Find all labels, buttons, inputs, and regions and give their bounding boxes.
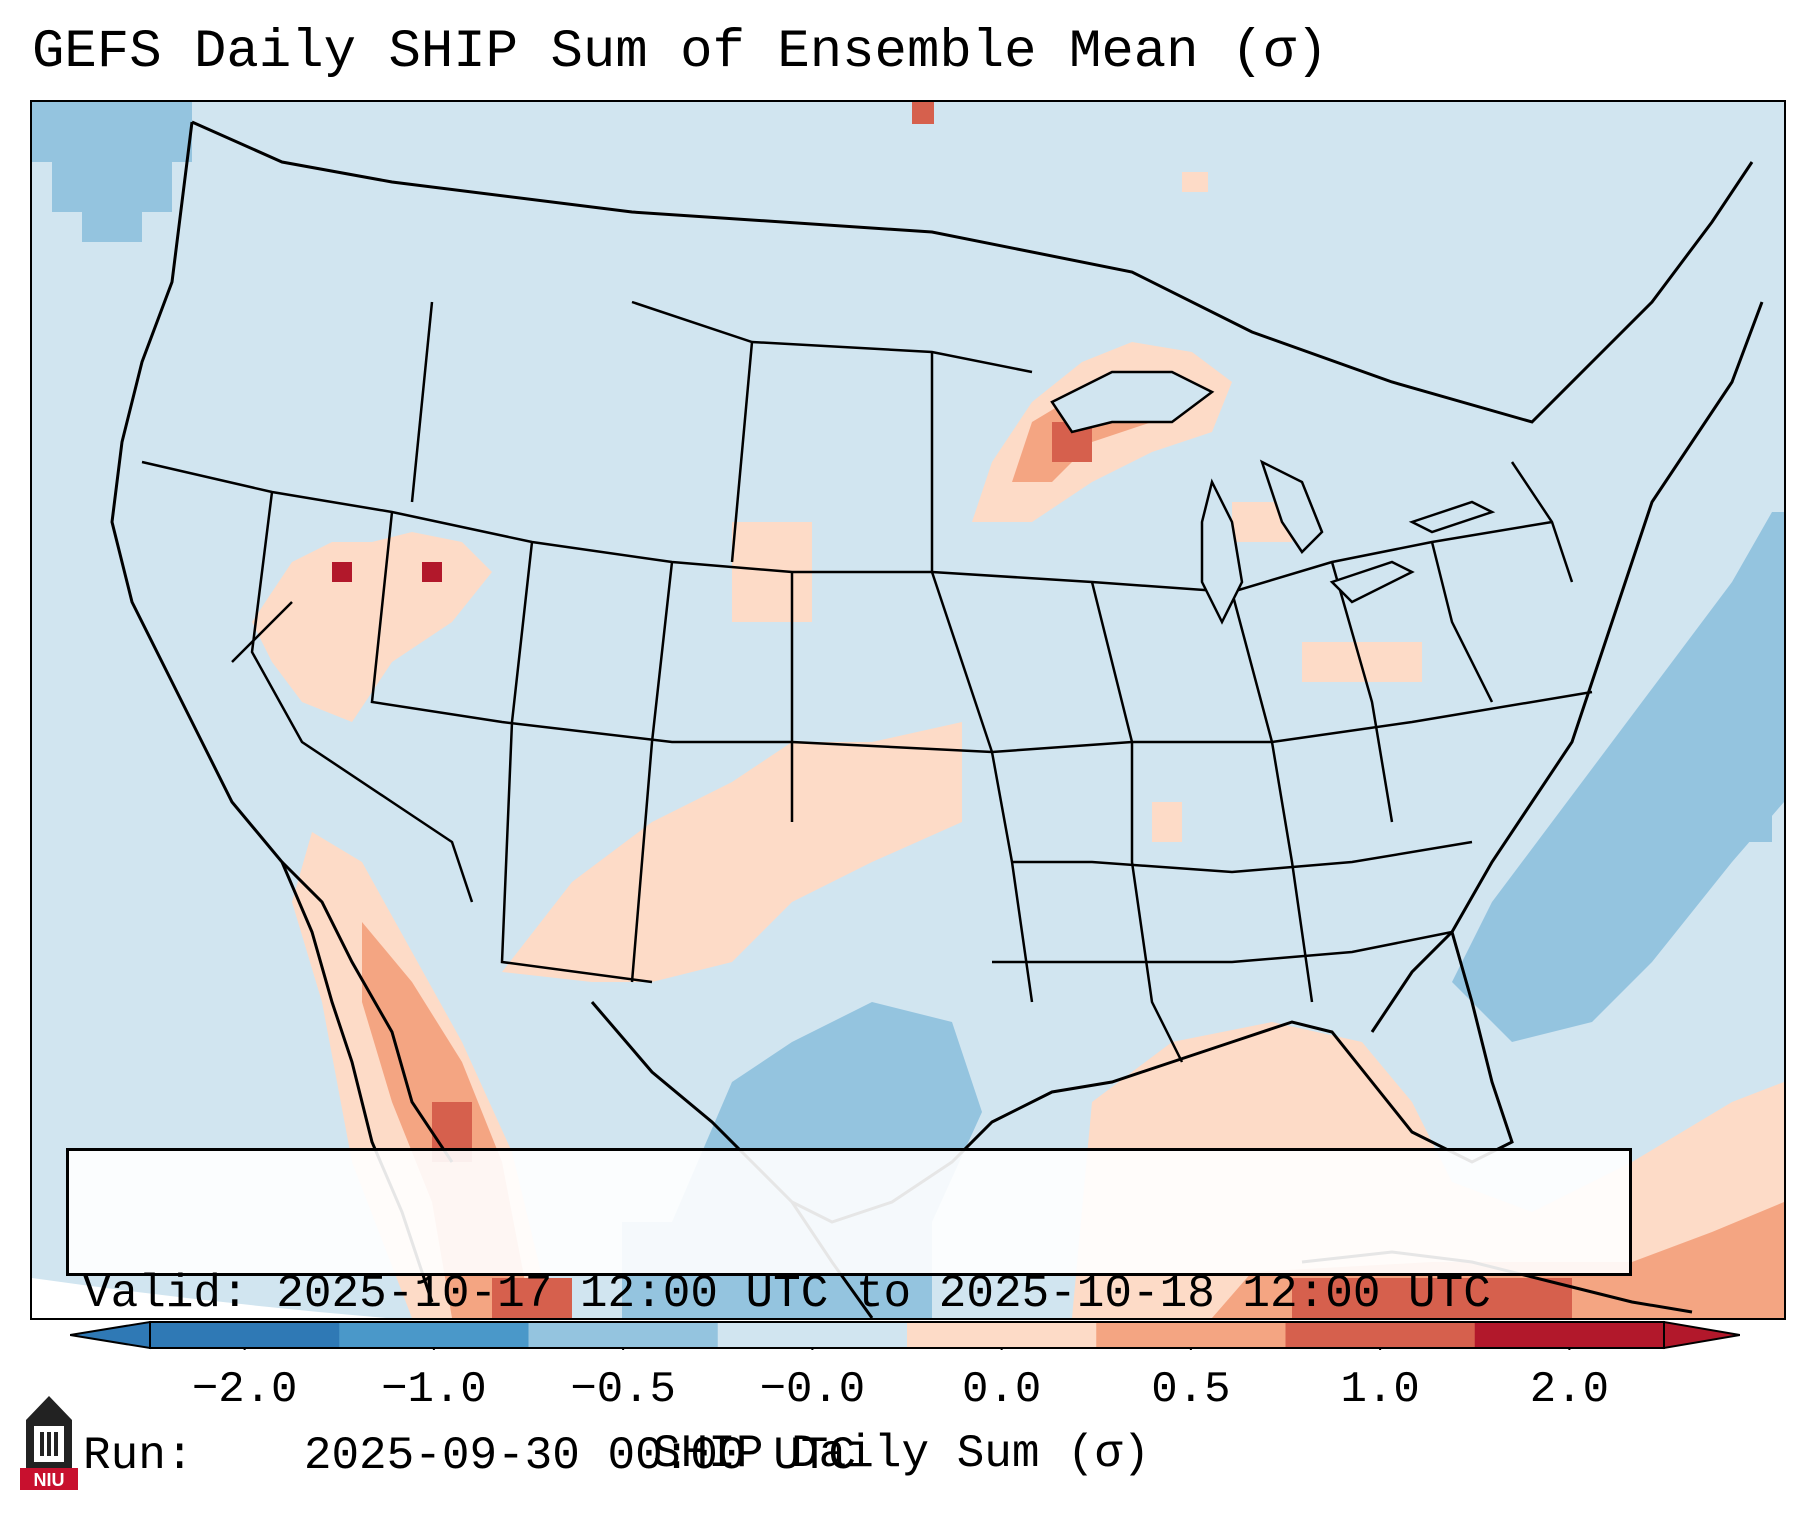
colorbar-tick-label: 1.0	[1340, 1365, 1420, 1415]
valid-info-box: Valid: 2025-10-17 12:00 UTC to 2025-10-1…	[66, 1148, 1632, 1482]
colorbar-extend-high	[1663, 1320, 1740, 1350]
run-row: Run: 2025-09-30 00:00 UTC	[83, 1429, 1615, 1483]
positive-anomaly-southwest	[502, 722, 962, 982]
colorbar-extend-low	[70, 1320, 151, 1350]
colorbar-tick-label: −0.0	[759, 1365, 866, 1415]
colorbar-segment	[907, 1322, 1097, 1348]
valid-value: 2025-10-17 12:00 UTC to 2025-10-18 12:00…	[276, 1268, 1491, 1320]
colorbar-segment	[1474, 1322, 1665, 1348]
anomaly-cell-canada	[912, 102, 934, 124]
colorbar-title: SHIP Daily Sum (σ)	[653, 1428, 1150, 1480]
colorbar-segment	[528, 1322, 719, 1348]
colorbar-tick-label: 0.0	[962, 1365, 1042, 1415]
colorbar-segment	[1096, 1322, 1286, 1348]
map-title: GEFS Daily SHIP Sum of Ensemble Mean (σ)	[32, 22, 1329, 83]
great-lakes	[1050, 370, 1496, 625]
niu-logo: NIU	[20, 1396, 78, 1490]
state-borders	[141, 300, 1593, 1063]
map-canvas	[32, 102, 1784, 1318]
colorbar-segments	[70, 1320, 1740, 1350]
valid-label: Valid:	[83, 1268, 249, 1320]
negative-anomaly-pacific	[32, 102, 192, 242]
map-panel[interactable]	[30, 100, 1786, 1320]
colorbar-segment	[150, 1322, 340, 1348]
colorbar-tick-label: 0.5	[1151, 1365, 1231, 1415]
colorbar-tick-label: −0.5	[570, 1365, 676, 1415]
max-anomaly-great-basin	[332, 562, 442, 582]
max-anomaly-caribbean	[1292, 1278, 1572, 1318]
colorbar-tick-label: −1.0	[381, 1365, 487, 1415]
colorbar-tick-label: 2.0	[1529, 1365, 1609, 1415]
colorbar-segment	[339, 1322, 529, 1348]
colorbar-outline	[149, 1321, 1665, 1349]
niu-logo-text: NIU	[34, 1470, 65, 1490]
run-label: Run:	[83, 1430, 194, 1482]
colorbar-segment	[717, 1322, 908, 1348]
run-value: 2025-09-30 00:00 UTC	[303, 1430, 856, 1482]
negative-anomaly-atlantic	[1452, 512, 1784, 1042]
colorbar	[70, 1320, 1740, 1350]
colorbar-tick-label: −2.0	[191, 1365, 298, 1415]
colorbar-segment	[1285, 1322, 1476, 1348]
valid-row: Valid: 2025-10-17 12:00 UTC to 2025-10-1…	[83, 1267, 1615, 1321]
anomaly-cell-ontario	[1182, 172, 1208, 192]
